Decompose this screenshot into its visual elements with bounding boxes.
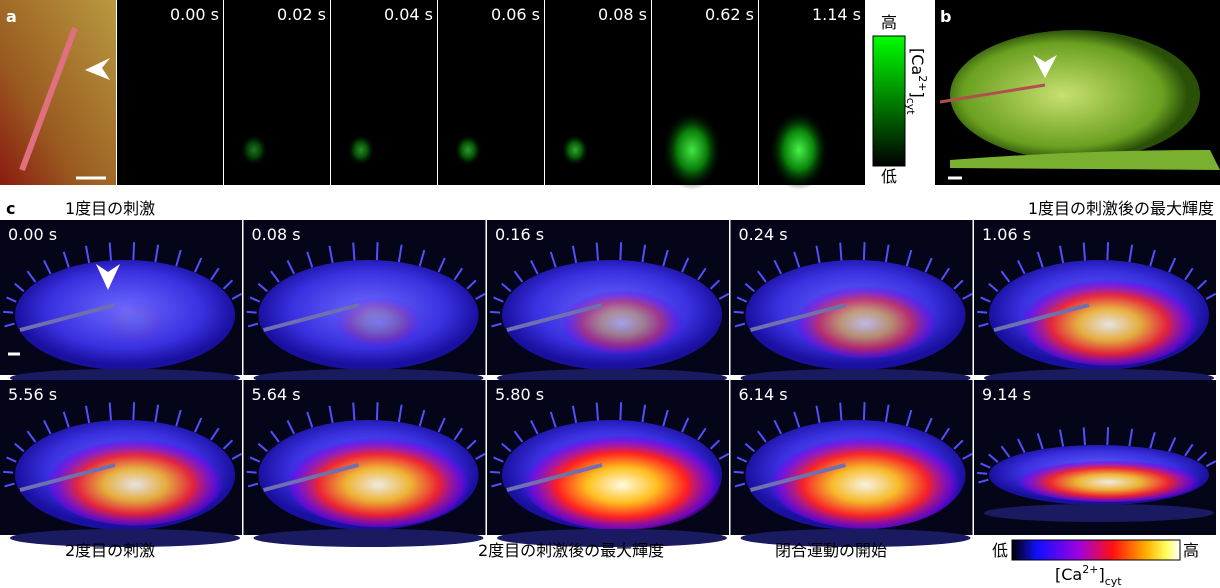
timestamp: 1.06 s bbox=[982, 225, 1031, 244]
photo-a bbox=[0, 0, 116, 185]
tooth bbox=[247, 472, 257, 473]
tooth bbox=[1084, 427, 1085, 445]
signal bbox=[769, 432, 962, 529]
colorbar-label: [Ca2+]cyt bbox=[1055, 563, 1122, 588]
tooth bbox=[734, 312, 744, 313]
tooth bbox=[133, 402, 134, 420]
frame bbox=[224, 0, 330, 185]
tooth bbox=[490, 312, 500, 313]
signal bbox=[286, 433, 472, 527]
signal bbox=[335, 294, 423, 346]
timestamp: 6.14 s bbox=[739, 385, 788, 404]
tooth bbox=[247, 312, 257, 313]
tooth bbox=[864, 242, 865, 260]
panel-label: b bbox=[940, 7, 951, 26]
timestamp: 5.64 s bbox=[252, 385, 301, 404]
tooth bbox=[734, 472, 744, 473]
tooth bbox=[620, 402, 621, 420]
tooth bbox=[597, 243, 598, 261]
tooth bbox=[840, 243, 841, 261]
annotation: 1度目の刺激 bbox=[65, 199, 155, 218]
timestamp: 5.56 s bbox=[8, 385, 57, 404]
colorbar bbox=[873, 36, 905, 166]
timestamp: 5.80 s bbox=[495, 385, 544, 404]
tooth bbox=[864, 402, 865, 420]
signal bbox=[1020, 275, 1199, 366]
signal bbox=[240, 134, 268, 166]
panel-label: c bbox=[6, 199, 15, 218]
annotation: 2度目の刺激後の最大輝度 bbox=[478, 541, 664, 560]
tooth bbox=[1084, 243, 1085, 261]
label-part: 2+ bbox=[1082, 563, 1098, 576]
tooth bbox=[377, 242, 378, 260]
timestamp: 0.06 s bbox=[491, 5, 540, 24]
timestamp: 0.02 s bbox=[277, 5, 326, 24]
frame bbox=[331, 0, 437, 185]
colorbar-low: 低 bbox=[992, 541, 1008, 560]
annotation: 1度目の刺激後の最大輝度 bbox=[1028, 199, 1214, 218]
label-part: [Ca bbox=[908, 48, 927, 75]
timestamp: 0.00 s bbox=[8, 225, 57, 244]
tooth bbox=[377, 402, 378, 420]
frame bbox=[545, 0, 651, 185]
signal bbox=[794, 282, 938, 358]
timestamp: 9.14 s bbox=[982, 385, 1031, 404]
colorbar-low: 低 bbox=[881, 167, 897, 186]
timestamp: 0.08 s bbox=[598, 5, 647, 24]
colorbar bbox=[1012, 540, 1180, 560]
tooth bbox=[597, 403, 598, 421]
signal bbox=[769, 110, 829, 190]
tooth bbox=[1107, 242, 1108, 260]
tooth bbox=[110, 403, 111, 421]
signal bbox=[46, 435, 225, 526]
signal bbox=[662, 110, 722, 190]
signal bbox=[561, 134, 589, 166]
colorbar-label: [Ca2+]cyt bbox=[904, 48, 929, 115]
tooth bbox=[977, 473, 987, 474]
colorbar-high: 高 bbox=[881, 13, 897, 32]
label-part: [Ca bbox=[1055, 565, 1082, 584]
timestamp: 1.14 s bbox=[812, 5, 861, 24]
tooth bbox=[1107, 427, 1108, 445]
tooth bbox=[110, 243, 111, 261]
signal bbox=[561, 287, 684, 354]
tooth bbox=[620, 242, 621, 260]
timestamp: 0.16 s bbox=[495, 225, 544, 244]
tooth bbox=[490, 472, 500, 473]
annotation: 2度目の刺激 bbox=[65, 541, 155, 560]
label-part: cyt bbox=[904, 98, 917, 116]
signal bbox=[454, 134, 482, 166]
tooth bbox=[977, 312, 987, 313]
tooth bbox=[133, 242, 134, 260]
signal bbox=[1016, 458, 1202, 502]
tooth bbox=[3, 472, 13, 473]
label-part: cyt bbox=[1105, 575, 1123, 588]
panel-label: a bbox=[6, 7, 17, 26]
tooth bbox=[840, 403, 841, 421]
label-part: 2+ bbox=[916, 75, 929, 91]
lip bbox=[984, 504, 1214, 522]
tooth bbox=[353, 403, 354, 421]
colorbar-high: 高 bbox=[1183, 541, 1199, 560]
annotation: 閉合運動の開始 bbox=[775, 541, 887, 560]
timestamp: 0.04 s bbox=[384, 5, 433, 24]
tooth bbox=[3, 312, 13, 313]
timestamp: 0.00 s bbox=[170, 5, 219, 24]
timestamp: 0.08 s bbox=[252, 225, 301, 244]
signal bbox=[347, 134, 375, 166]
timestamp: 0.24 s bbox=[739, 225, 788, 244]
figure: a b c 0.00 s 0.02 s 0.04 s 0.06 s 0.08 s 0.62 s 1… bbox=[0, 0, 1220, 588]
lip bbox=[254, 529, 484, 547]
tooth bbox=[353, 243, 354, 261]
frame bbox=[117, 0, 223, 185]
timestamp: 0.62 s bbox=[705, 5, 754, 24]
frame bbox=[438, 0, 544, 185]
